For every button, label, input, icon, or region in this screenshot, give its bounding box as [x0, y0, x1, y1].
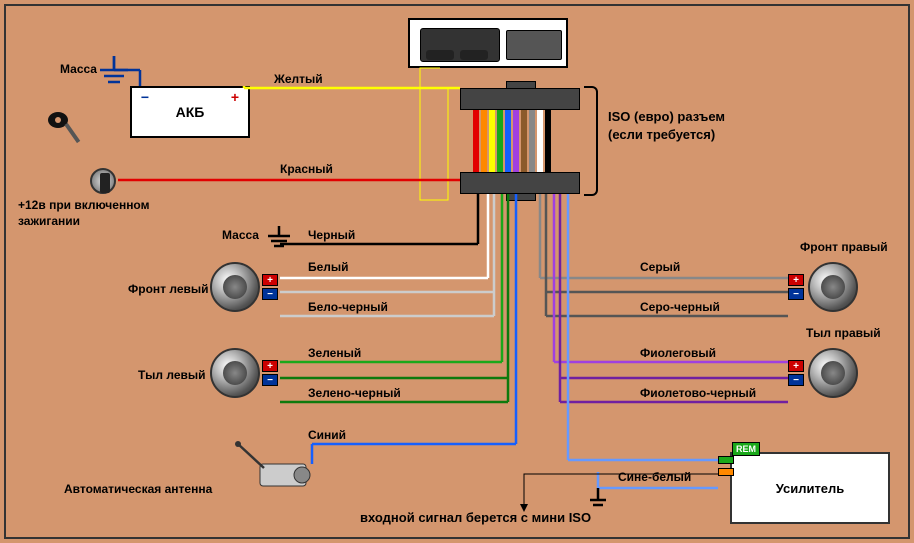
- blue-label: Синий: [308, 428, 346, 442]
- antenna-label: Автоматическая антенна: [64, 482, 212, 496]
- front-left-label: Фронт левый: [128, 282, 209, 296]
- speaker-rear-right: +−: [808, 348, 858, 398]
- green-label: Зеленый: [308, 346, 361, 360]
- speaker-rear-left: +−: [210, 348, 260, 398]
- ground-black-symbol: [264, 226, 294, 257]
- rear-left-label: Тыл левый: [138, 368, 206, 382]
- iso-connector-upper: [460, 88, 580, 110]
- white-label: Белый: [308, 260, 349, 274]
- antenna-icon: [234, 440, 314, 505]
- gray-black-label: Серо-черный: [640, 300, 720, 314]
- key-icon: [44, 108, 88, 157]
- speaker-front-left: +−: [210, 262, 260, 312]
- ground-symbol: [94, 56, 134, 95]
- blue-white-label: Сине-белый: [618, 470, 691, 484]
- amplifier-label: Усилитель: [776, 481, 845, 496]
- amp-port-1: [718, 456, 734, 464]
- white-black-label: Бело-черный: [308, 300, 388, 314]
- green-black-label: Зелено-черный: [308, 386, 401, 400]
- input-note-label: входной сигнал берется с мини ISO: [360, 510, 591, 525]
- head-unit: [408, 18, 568, 68]
- amplifier: Усилитель: [730, 452, 890, 524]
- amp-port-2: [718, 468, 734, 476]
- battery-label: АКБ: [176, 104, 205, 120]
- massa-black-label: Масса: [222, 228, 259, 242]
- ignition-switch: [90, 168, 116, 194]
- violet-black-label: Фиолетово-черный: [640, 386, 756, 400]
- black-label: Черный: [308, 228, 355, 242]
- battery-pos-terminal: +: [228, 90, 242, 104]
- iso-label: ISO (евро) разъем (если требуется): [608, 108, 725, 144]
- rear-right-label: Тыл правый: [806, 326, 881, 340]
- iso-bracket: [584, 86, 598, 196]
- ignition-label: +12в при включенном зажигании: [18, 198, 149, 229]
- massa-ground-label: Масса: [60, 62, 97, 76]
- gray-label: Серый: [640, 260, 680, 274]
- amp-rem-label: REM: [732, 442, 760, 456]
- battery-neg-terminal: −: [138, 90, 152, 104]
- violet-label: Фиолеговый: [640, 346, 716, 360]
- yellow-label: Желтый: [274, 72, 323, 86]
- front-right-label: Фронт правый: [800, 240, 888, 254]
- red-label: Красный: [280, 162, 333, 176]
- wire-bundle: [472, 110, 552, 172]
- battery: АКБ − +: [130, 86, 250, 138]
- speaker-front-right: +−: [808, 262, 858, 312]
- iso-connector-lower: [460, 172, 580, 194]
